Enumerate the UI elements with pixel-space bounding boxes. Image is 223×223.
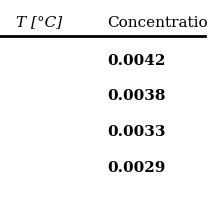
Text: 0.0038: 0.0038	[107, 89, 165, 103]
Text: 0.0033: 0.0033	[107, 125, 165, 139]
Text: T [°C]: T [°C]	[17, 16, 63, 30]
Text: 0.0029: 0.0029	[107, 161, 165, 175]
Text: 0.0042: 0.0042	[107, 54, 165, 68]
Text: Concentratio: Concentratio	[107, 16, 207, 30]
